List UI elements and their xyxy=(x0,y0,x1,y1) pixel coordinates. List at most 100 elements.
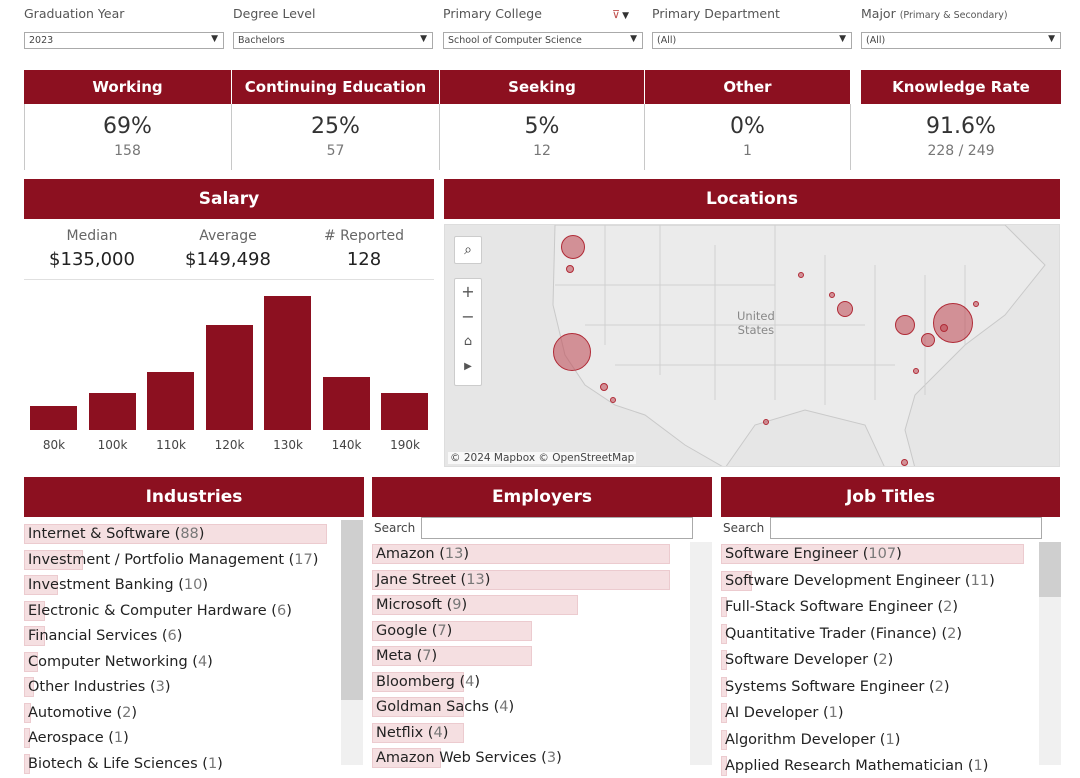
play-icon: ▶ xyxy=(464,361,472,372)
location-marker[interactable] xyxy=(561,235,585,259)
list-item[interactable]: Quantitative Trader (Finance) (2) xyxy=(721,622,962,646)
item-name: Microsoft xyxy=(376,597,442,613)
job-titles-search-input[interactable] xyxy=(770,517,1042,539)
list-item[interactable]: Amazon (13) xyxy=(372,542,670,566)
reset-view-button[interactable]: ⌂ xyxy=(455,329,481,354)
item-name: Full-Stack Software Engineer xyxy=(725,599,933,615)
list-item[interactable]: Investment Banking (10) xyxy=(24,573,208,597)
scrollbar-thumb[interactable] xyxy=(1039,542,1061,597)
job-titles-header: Job Titles xyxy=(721,477,1060,517)
kpi-count: 57 xyxy=(326,143,345,159)
list-item[interactable]: Automotive (2) xyxy=(24,701,137,725)
list-item[interactable]: Aerospace (1) xyxy=(24,726,129,750)
location-marker[interactable] xyxy=(763,419,769,425)
list-item[interactable]: Netflix (4) xyxy=(372,721,464,745)
plus-icon: + xyxy=(461,282,475,301)
list-item[interactable]: Full-Stack Software Engineer (2) xyxy=(721,595,958,619)
map-toolbar-toggle[interactable]: ▶ xyxy=(455,354,481,379)
clear-filter-icon[interactable]: ⊽ ▼ xyxy=(612,8,629,21)
primary-department-select[interactable]: (All) ▼ xyxy=(652,32,852,49)
list-item[interactable]: Google (7) xyxy=(372,619,533,643)
list-item[interactable]: AI Developer (1) xyxy=(721,701,844,725)
item-count: 1 xyxy=(885,731,895,748)
location-marker[interactable] xyxy=(913,368,919,374)
salary-bar[interactable] xyxy=(322,377,370,430)
list-item[interactable]: Financial Services (6) xyxy=(24,624,182,648)
kpi-percent: 25% xyxy=(311,114,360,139)
chevron-down-icon: ▼ xyxy=(211,34,218,44)
list-item[interactable]: Applied Research Mathematician (1) xyxy=(721,754,988,778)
list-item[interactable]: Electronic & Computer Hardware (6) xyxy=(24,599,292,623)
salary-bar[interactable] xyxy=(264,295,311,430)
list-item[interactable]: Amazon Web Services (3) xyxy=(372,746,562,770)
graduation-year-select[interactable]: 2023 ▼ xyxy=(24,32,224,49)
list-item[interactable]: Microsoft (9) xyxy=(372,593,579,617)
item-count: 1 xyxy=(113,730,124,746)
location-marker[interactable] xyxy=(901,459,908,466)
item-label: AI Developer (1) xyxy=(725,705,844,721)
item-count: 7 xyxy=(437,622,447,639)
list-item[interactable]: Meta (7) xyxy=(372,644,533,668)
item-name: Financial Services xyxy=(28,628,158,644)
salary-bar[interactable] xyxy=(30,406,77,430)
employers-scrollbar[interactable] xyxy=(690,542,712,765)
list-item[interactable]: Goldman Sachs (4) xyxy=(372,695,514,719)
map-search-button[interactable]: ⌕ xyxy=(454,236,482,264)
salary-bar[interactable] xyxy=(147,372,194,430)
kpi-title: Working xyxy=(24,70,231,104)
list-item[interactable]: Systems Software Engineer (2) xyxy=(721,675,950,699)
item-label: Goldman Sachs (4) xyxy=(376,699,515,715)
location-marker[interactable] xyxy=(921,333,935,347)
list-item[interactable]: Algorithm Developer (1) xyxy=(721,728,900,752)
location-marker[interactable] xyxy=(837,301,853,317)
location-marker[interactable] xyxy=(600,383,608,391)
location-marker[interactable] xyxy=(566,265,574,273)
select-value: School of Computer Science xyxy=(448,35,582,46)
zoom-out-button[interactable]: − xyxy=(455,304,481,329)
count-bar xyxy=(372,697,464,717)
item-label: Software Developer (2) xyxy=(725,652,894,668)
list-item[interactable]: Software Engineer (107) xyxy=(721,542,1024,566)
salary-bar[interactable] xyxy=(205,324,253,430)
salary-header: Salary xyxy=(24,179,434,219)
employers-search: Search xyxy=(372,517,693,540)
item-name: Other Industries xyxy=(28,679,146,695)
list-item[interactable]: Biotech & Life Sciences (1) xyxy=(24,752,223,776)
location-marker[interactable] xyxy=(933,303,973,343)
item-count: 4 xyxy=(499,699,509,715)
x-tick-label: 80k xyxy=(42,438,66,452)
list-item[interactable]: Software Development Engineer (11) xyxy=(721,569,995,593)
location-marker[interactable] xyxy=(973,301,979,307)
location-marker[interactable] xyxy=(553,333,591,371)
item-count: 7 xyxy=(422,648,432,664)
item-name: Electronic & Computer Hardware xyxy=(28,602,267,619)
scrollbar-thumb[interactable] xyxy=(341,520,363,700)
major-label: Major xyxy=(861,6,896,21)
location-marker[interactable] xyxy=(798,272,804,278)
list-item[interactable]: Jane Street (13) xyxy=(372,568,670,592)
salary-bar[interactable] xyxy=(88,393,136,430)
primary-college-select[interactable]: School of Computer Science ▼ xyxy=(443,32,643,49)
list-item[interactable]: Investment / Portfolio Management (17) xyxy=(24,548,318,572)
employers-search-input[interactable] xyxy=(421,517,693,539)
kpi-continuing-education: Continuing Education 25% 57 xyxy=(232,70,439,170)
job-titles-scrollbar[interactable] xyxy=(1039,542,1061,765)
location-marker[interactable] xyxy=(895,315,915,335)
industries-scrollbar[interactable] xyxy=(341,520,363,765)
count-bar xyxy=(372,620,533,641)
locations-map[interactable]: United States ⌕ + − ⌂ ▶ © 2024 Mapbox © … xyxy=(444,224,1060,467)
count-bar xyxy=(24,753,30,774)
location-marker[interactable] xyxy=(940,324,948,332)
location-marker[interactable] xyxy=(829,292,835,298)
salary-bar[interactable] xyxy=(381,393,428,430)
list-item[interactable]: Software Developer (2) xyxy=(721,648,893,672)
list-item[interactable]: Computer Networking (4) xyxy=(24,650,213,674)
item-label: Investment Banking (10) xyxy=(28,577,208,593)
location-marker[interactable] xyxy=(610,397,616,403)
zoom-in-button[interactable]: + xyxy=(455,279,481,304)
degree-level-select[interactable]: Bachelors ▼ xyxy=(233,32,433,49)
major-select[interactable]: (All) ▼ xyxy=(861,32,1061,49)
list-item[interactable]: Internet & Software (88) xyxy=(24,522,327,546)
list-item[interactable]: Bloomberg (4) xyxy=(372,670,480,694)
list-item[interactable]: Other Industries (3) xyxy=(24,675,171,699)
